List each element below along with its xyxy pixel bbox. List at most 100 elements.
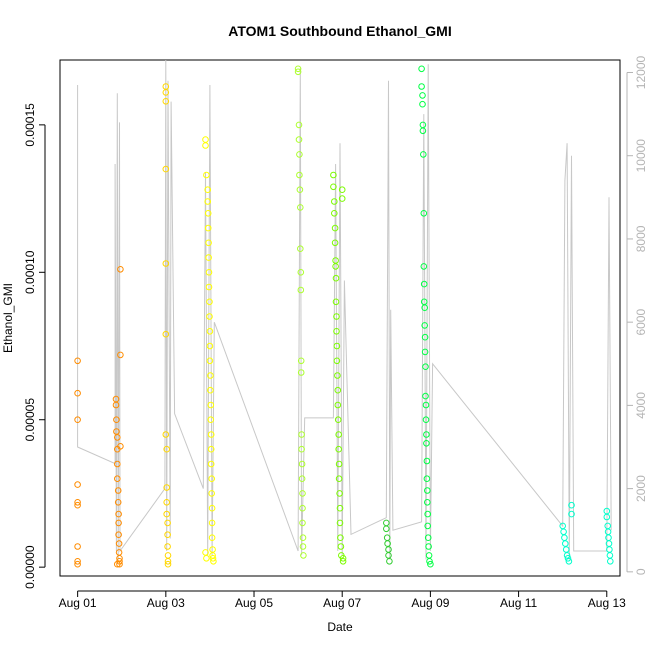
data-point-s0-26	[116, 560, 123, 568]
data-point-s2-15	[206, 357, 214, 365]
data-point-s0-7	[74, 558, 81, 565]
data-point-s5-5	[385, 552, 392, 559]
data-point-s1-15	[164, 558, 172, 565]
data-point-s3-6	[296, 186, 304, 193]
data-point-s2-14	[206, 342, 214, 350]
data-point-s2-16	[207, 372, 214, 379]
data-point-s6-3	[419, 100, 426, 108]
data-point-s6-1	[418, 83, 425, 90]
data-point-s0-19	[115, 510, 122, 518]
data-point-s2-19	[207, 416, 215, 424]
data-point-s3-13	[298, 431, 305, 438]
data-point-s4-31	[339, 558, 347, 565]
data-point-s6-10	[420, 298, 428, 306]
data-point-s3-8	[297, 245, 304, 252]
data-point-s3-16	[298, 475, 306, 483]
data-point-s6-14	[421, 348, 429, 356]
data-point-s6-22	[423, 475, 431, 483]
data-point-s7-7	[565, 558, 573, 565]
data-point-s4-23	[336, 504, 344, 512]
data-point-s0-11	[113, 416, 120, 424]
data-point-s3-3	[295, 136, 303, 143]
data-point-s6-27	[424, 534, 432, 542]
y2-tick-label: 8000	[634, 225, 648, 252]
data-point-s0-4	[74, 499, 81, 506]
data-point-s4-15	[334, 386, 342, 394]
data-point-s1-8	[163, 484, 170, 491]
secondary-series-line	[77, 59, 612, 560]
data-point-s3-10	[297, 286, 305, 294]
y-axis-left: 0.00000 0.00005 0.00010 0.00015	[23, 103, 46, 589]
data-point-s4-11	[333, 328, 340, 335]
data-point-s3-2	[295, 121, 303, 129]
data-point-s1-16	[164, 560, 172, 568]
data-point-s4-1	[330, 183, 337, 191]
data-point-s4-10	[333, 313, 340, 320]
data-point-s2-32	[203, 555, 210, 562]
data-point-s3-0	[294, 65, 302, 73]
data-point-s6-8	[420, 263, 428, 270]
data-point-s3-21	[299, 543, 307, 550]
data-point-s3-11	[297, 357, 305, 365]
data-point-s6-23	[424, 487, 431, 494]
data-point-s6-18	[422, 416, 430, 424]
data-point-s2-22	[207, 460, 215, 468]
data-point-s0-22	[115, 540, 123, 547]
data-point-s3-17	[299, 490, 306, 497]
data-point-s0-2	[74, 416, 81, 424]
data-point-s2-17	[207, 386, 214, 394]
plot-area-frame	[59, 59, 621, 577]
x-tick-label: Aug 01	[59, 596, 97, 610]
data-point-s2-18	[207, 401, 215, 409]
data-point-s1-2	[162, 98, 170, 105]
data-point-s0-23	[115, 549, 123, 556]
data-point-s3-14	[298, 445, 305, 453]
data-point-s3-7	[297, 204, 304, 211]
data-point-s4-4	[331, 224, 339, 232]
data-point-s3-12	[297, 369, 305, 376]
data-point-s3-20	[299, 534, 307, 542]
data-point-s2-8	[205, 254, 212, 261]
data-point-s1-12	[164, 531, 171, 539]
data-point-s2-25	[208, 504, 216, 512]
data-point-s2-30	[209, 555, 217, 562]
data-point-s6-16	[422, 392, 429, 400]
data-point-s2-26	[208, 519, 216, 527]
data-point-s2-21	[207, 445, 215, 453]
x-tick-label: Aug 09	[411, 596, 449, 610]
data-point-s0-16	[114, 475, 121, 483]
data-point-s6-5	[419, 127, 427, 135]
data-point-s2-3	[204, 186, 211, 193]
data-point-s4-6	[332, 257, 339, 264]
data-point-s7-12	[604, 522, 612, 530]
data-point-s0-10	[112, 401, 120, 409]
data-point-s0-17	[114, 487, 122, 494]
data-point-s6-6	[420, 151, 427, 158]
data-point-s0-0	[74, 357, 81, 365]
data-point-s2-27	[208, 534, 216, 542]
x-tick-label: Aug 07	[323, 596, 361, 610]
data-point-s2-11	[206, 298, 213, 306]
data-point-s4-25	[337, 534, 344, 542]
data-point-s5-2	[383, 534, 391, 542]
data-point-s0-27	[117, 266, 124, 273]
data-point-s6-31	[427, 560, 434, 568]
data-point-s2-9	[205, 269, 213, 276]
x-tick-label: Aug 05	[235, 596, 273, 610]
data-point-s2-0	[202, 136, 209, 143]
data-point-s7-6	[564, 555, 572, 562]
data-point-s0-30	[114, 560, 121, 568]
y-axis-title: Ethanol_GMI	[1, 283, 15, 353]
data-point-s4-18	[335, 431, 343, 438]
data-point-s6-21	[423, 457, 431, 465]
data-point-s4-29	[338, 195, 346, 202]
data-point-s2-6	[204, 224, 212, 232]
data-point-s6-2	[419, 92, 426, 99]
data-point-s4-26	[337, 543, 345, 550]
data-point-s4-28	[338, 186, 346, 193]
data-point-s4-30	[339, 555, 347, 562]
data-point-s3-15	[298, 460, 306, 468]
data-point-s7-5	[563, 552, 571, 559]
x-axis-title: Date	[327, 620, 353, 634]
data-point-s6-7	[420, 210, 428, 217]
